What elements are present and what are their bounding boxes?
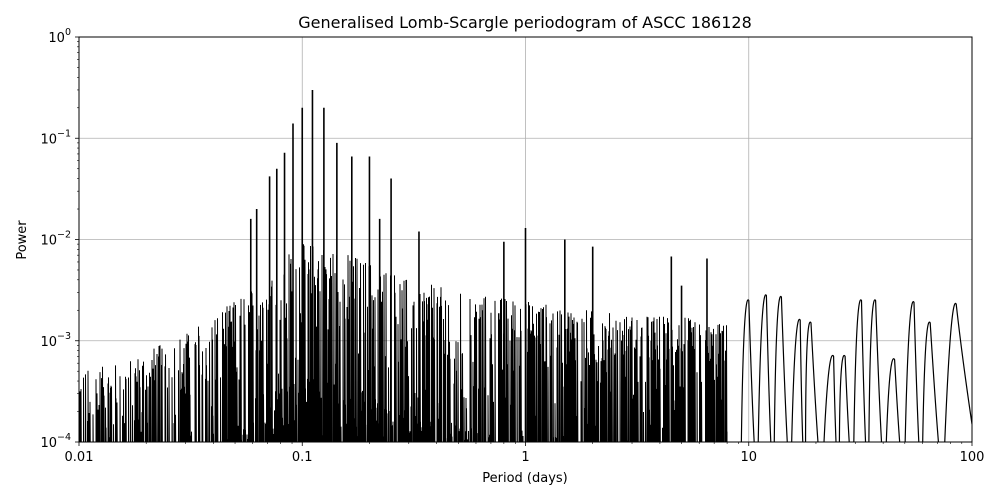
periodogram-noise-trace (79, 244, 728, 442)
y-tick-label: 10−1 (40, 128, 71, 147)
plot-area (79, 89, 972, 442)
x-tick-label: 0.01 (65, 450, 94, 465)
x-tick-label: 10 (740, 450, 757, 465)
chart-title: Generalised Lomb-Scargle periodogram of … (298, 13, 752, 32)
x-tick-label: 0.1 (292, 450, 313, 465)
x-tick-label: 100 (960, 450, 985, 465)
periodogram-tail-trace (740, 294, 972, 442)
x-tick-label: 1 (521, 450, 529, 465)
y-tick-label: 100 (48, 27, 71, 46)
y-tick-label: 10−4 (40, 432, 71, 451)
x-axis-label: Period (days) (482, 471, 568, 486)
y-axis-label: Power (15, 220, 30, 260)
y-tick-label: 10−2 (40, 230, 71, 249)
x-axis: 0.01 0.1 1 10 100 (65, 442, 985, 465)
y-tick-label: 10−3 (40, 331, 71, 350)
y-axis: 10−4 10−3 10−2 10−1 100 (40, 27, 79, 451)
